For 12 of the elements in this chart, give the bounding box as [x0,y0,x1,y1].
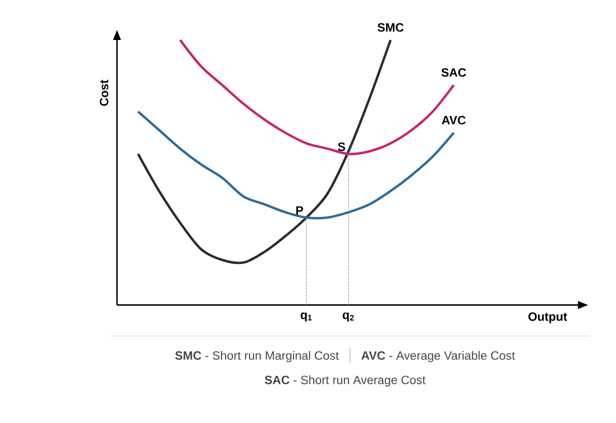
annotation: P [296,206,304,215]
x-axis-title: Output [528,312,568,324]
series-label: AVC [442,116,466,124]
text: SMC - Short run Marginal Cost [175,350,339,362]
text: SAC - Short run Average Cost [264,375,426,387]
annotation: S [338,142,346,152]
y-axis-title: Cost [100,80,108,106]
series-label: SAC [441,68,466,77]
x-tick-label: q$_{2}$ [342,312,354,322]
series-label: SMC [378,23,404,32]
text: AVC - Average Variable Cost [361,350,516,362]
x-tick-label: q$_{1}$ [300,312,312,322]
